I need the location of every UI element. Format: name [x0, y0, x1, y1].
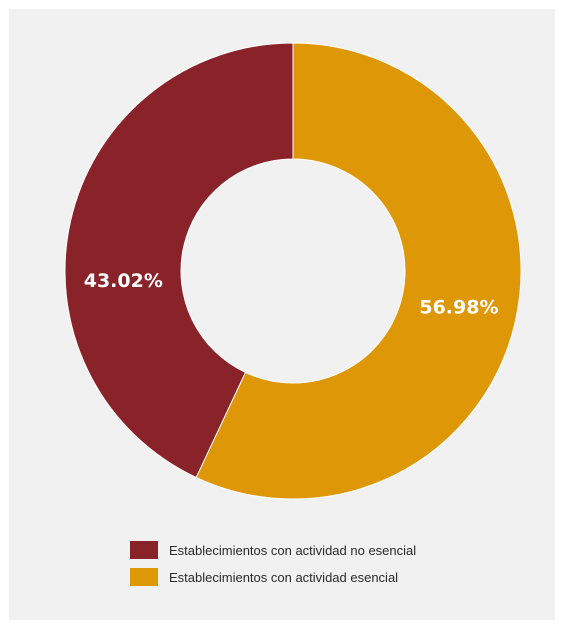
legend-item-esencial: Establecimientos con actividad esencial — [130, 567, 416, 587]
chart-legend: Establecimientos con actividad no esenci… — [130, 540, 416, 594]
legend-item-no-esencial: Establecimientos con actividad no esenci… — [130, 540, 416, 560]
slice-esencial — [195, 42, 522, 500]
legend-label-no-esencial: Establecimientos con actividad no esenci… — [169, 542, 417, 558]
legend-swatch-no-esencial — [130, 541, 158, 559]
slice-label-no-esencial: 43.02% — [84, 270, 163, 292]
legend-label-esencial: Establecimientos con actividad esencial — [169, 569, 399, 585]
slice-no-esencial — [64, 42, 294, 479]
legend-swatch-esencial — [130, 568, 158, 586]
slice-label-esencial: 56.98% — [419, 296, 498, 318]
